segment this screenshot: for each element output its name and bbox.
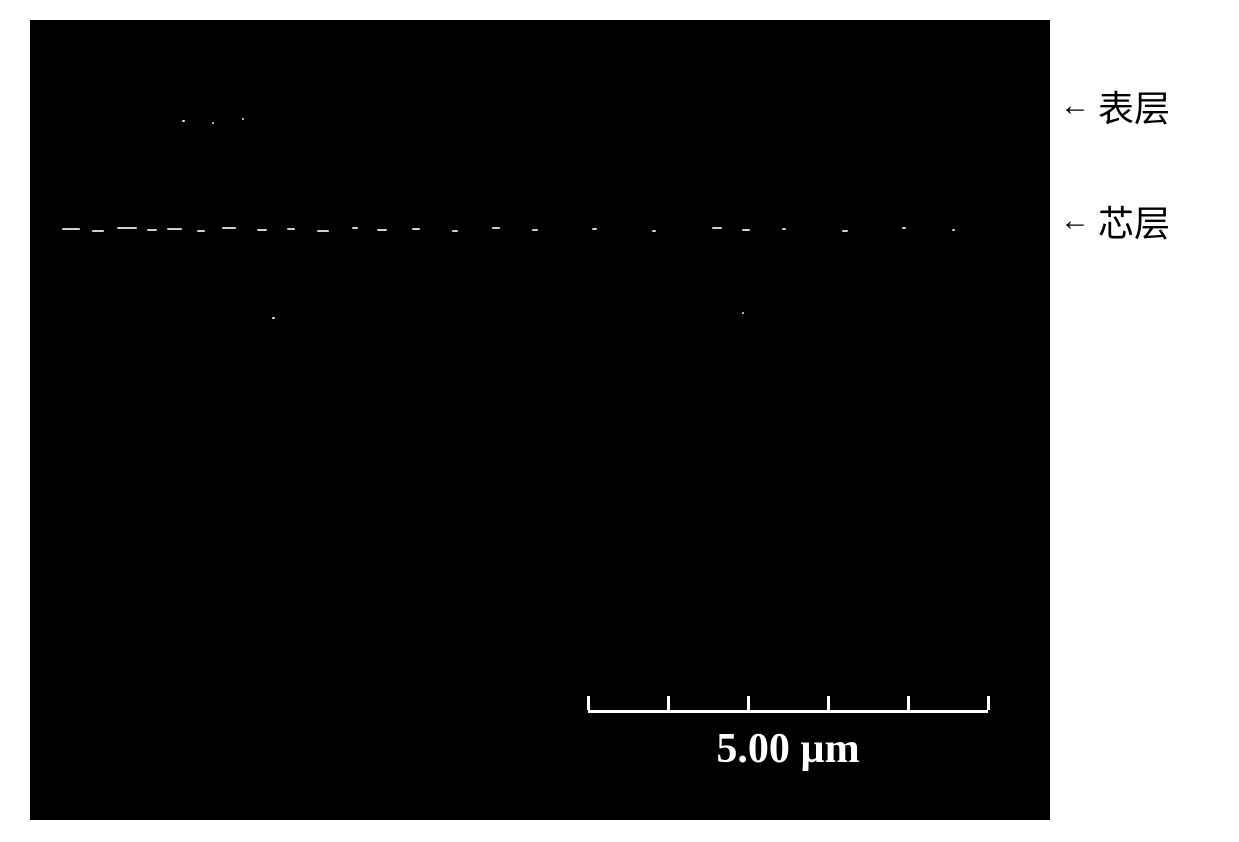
midline-speckle [532, 229, 538, 231]
scale-bar [588, 696, 988, 713]
arrow-left-icon: ← [1060, 89, 1090, 123]
annotation-surface-layer: ← 表层 [1060, 80, 1170, 132]
midline-speckle [167, 228, 182, 230]
speckle [742, 312, 744, 314]
midline-speckle [412, 228, 420, 230]
annotation-label: 表层 [1098, 80, 1170, 132]
midline-speckle [197, 230, 205, 232]
speckle [242, 118, 244, 120]
midline-speckle [952, 229, 955, 231]
arrow-left-icon: ← [1060, 204, 1090, 238]
figure-container: 5.00 µm [30, 20, 1050, 820]
speckle [212, 122, 214, 124]
scale-bar-line [588, 710, 988, 713]
scale-tick [587, 696, 590, 710]
scale-ticks [588, 696, 988, 710]
scale-tick [747, 696, 750, 710]
midline-speckle [842, 230, 848, 232]
speckle [272, 317, 275, 319]
midline-speckle [117, 227, 137, 229]
midline-speckle [452, 230, 458, 232]
midline-speckle [222, 227, 236, 229]
midline-speckle [902, 227, 906, 229]
speckle [182, 120, 185, 122]
scale-label: 5.00 µm [588, 725, 988, 773]
scale-bar-container: 5.00 µm [588, 696, 988, 773]
midline-speckle [712, 227, 722, 229]
annotation-label: 芯层 [1098, 195, 1170, 247]
scale-tick [827, 696, 830, 710]
midline-speckle [592, 228, 597, 230]
midline-speckle [492, 227, 500, 229]
scale-tick [667, 696, 670, 710]
midline-speckle [742, 229, 750, 231]
midline-speckle [287, 228, 295, 230]
sem-micrograph: 5.00 µm [32, 22, 1048, 818]
midline-speckle [147, 229, 157, 231]
scale-tick [907, 696, 910, 710]
midline-speckle [652, 230, 656, 232]
midline-speckle [352, 227, 358, 229]
midline-speckle [317, 230, 329, 232]
midline-speckle [62, 228, 80, 230]
annotation-core-layer: ← 芯层 [1060, 195, 1170, 247]
scale-tick [987, 696, 990, 710]
midline-speckle [782, 228, 786, 230]
midline-speckle [92, 230, 104, 232]
midline-speckle [377, 229, 387, 231]
midline-speckle [257, 229, 267, 231]
